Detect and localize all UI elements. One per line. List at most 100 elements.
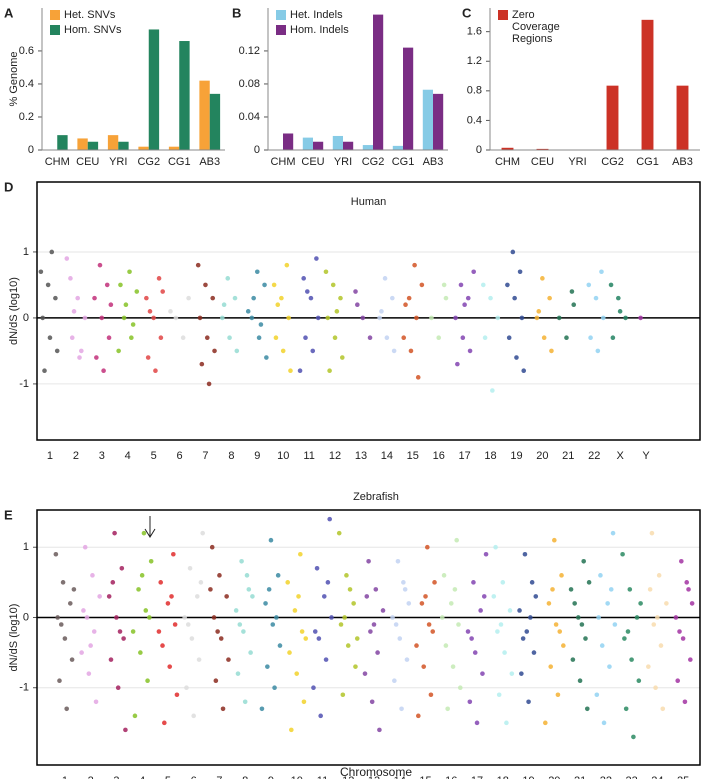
x-tick-label: 18 [484,450,496,462]
point [259,706,265,712]
point [305,289,310,294]
point [543,720,548,726]
x-tick-label: 24 [651,775,663,779]
y-tick-label: 0.12 [239,45,260,57]
point [502,650,507,655]
point [474,720,480,726]
point [426,622,432,627]
point [441,573,447,578]
point [584,706,590,712]
point [594,692,600,698]
point [186,295,191,301]
point [521,368,527,374]
x-tick-label: Y [642,450,650,462]
x-tick-label: 20 [548,775,560,779]
x-tick-label: 16 [445,775,457,779]
point [559,573,564,578]
legend-label-box: Het. SNVs [64,9,116,21]
point [664,601,669,606]
x-tick-label: CHM [270,156,295,168]
bar [641,19,654,151]
point [362,671,368,676]
point [136,587,141,592]
y-tick-label: 0.04 [239,111,260,123]
x-tick-label: 12 [342,775,354,779]
y-tick-label: 0.4 [19,78,34,90]
point [583,636,588,641]
bar [87,141,99,150]
bar [422,89,433,150]
point [334,309,340,314]
y-tick-label: 1 [23,541,29,553]
point [392,678,397,684]
panel-label: D [4,179,13,194]
point [173,315,179,321]
point [77,355,82,360]
point [67,601,73,606]
point [332,335,338,341]
point [482,335,488,341]
point [570,657,576,662]
x-tick-label: CG1 [392,156,415,168]
point [397,636,403,641]
x-tick-label: 12 [329,450,341,462]
legend-swatch [276,10,286,20]
point [79,650,84,655]
point [172,622,178,627]
point [86,671,92,676]
point [342,615,347,620]
point [69,335,75,341]
point [377,727,382,733]
point [599,643,605,648]
panel-label: E [4,507,13,522]
point [168,309,173,314]
x-tick-label: CEU [76,156,99,168]
x-tick-label: 22 [588,450,600,462]
x-tick-label: 13 [368,775,380,779]
point [520,636,526,641]
point [368,629,373,634]
bar [373,14,384,151]
point [285,580,291,585]
point [524,629,530,634]
point [679,558,684,564]
point [488,295,493,301]
point [384,335,390,341]
point [156,629,162,634]
point [220,706,226,712]
point [627,587,633,592]
point [224,594,229,599]
point [145,355,151,360]
bar [118,141,129,150]
point [303,636,309,641]
point [114,615,119,620]
point [254,269,260,275]
x-tick-label: CEU [531,156,554,168]
legend-label: Het. SNVs [64,9,116,21]
point [180,335,186,341]
y-tick-label: 0 [476,144,482,156]
point [47,335,53,341]
point [189,636,195,641]
point [569,289,575,294]
point [490,388,495,393]
x-tick-label: 11 [303,450,314,462]
x-tick-label: 4 [125,450,131,462]
point [371,622,377,627]
y-tick-label: 1.2 [467,55,482,67]
point [298,551,303,557]
point [399,706,404,712]
point [401,580,406,585]
point [54,348,60,354]
point [162,720,167,726]
x-tick-label: 20 [536,450,548,462]
point [353,289,358,294]
bar [392,145,403,150]
point [239,558,244,564]
y-tick-label: 0.6 [19,45,34,57]
point [262,282,267,288]
x-tick-label: 3 [113,775,119,779]
point [79,348,84,354]
point [647,587,653,592]
point [265,664,270,669]
